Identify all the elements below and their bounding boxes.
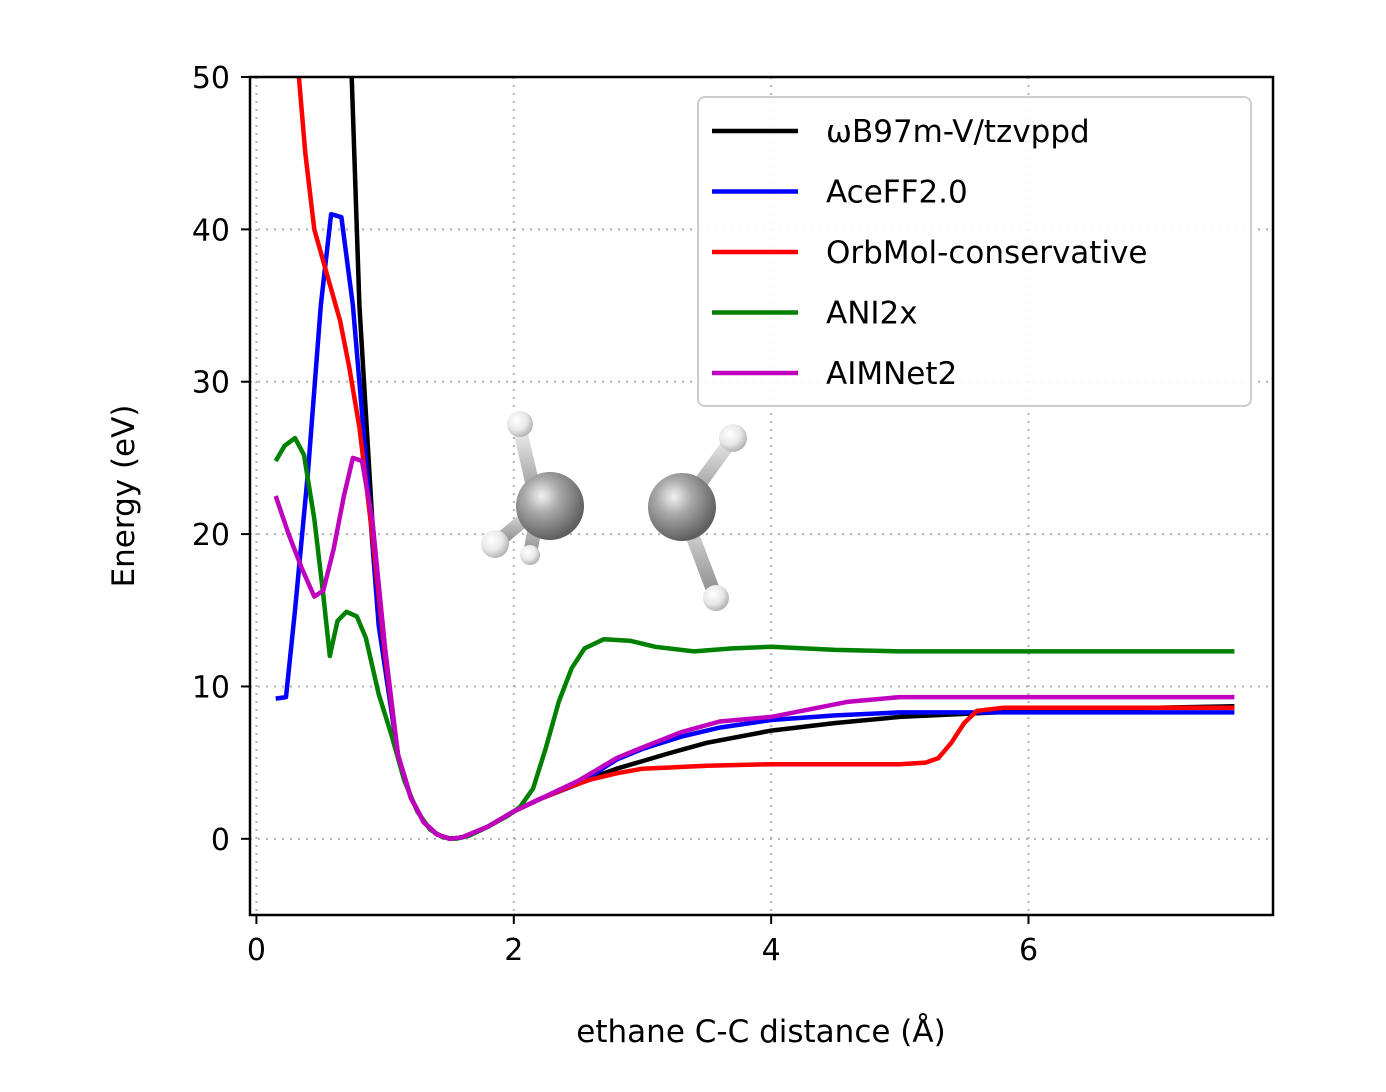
hydrogen-atom: [507, 411, 533, 437]
ethane-molecule-inset: [481, 411, 747, 611]
y-tick-label: 10: [192, 670, 230, 705]
y-axis-label: Energy (eV): [106, 405, 142, 588]
y-tick-label: 0: [211, 823, 230, 858]
axis-ticks: 0 2 4 6 0 10 20 30 40 50: [192, 61, 1038, 968]
y-tick-label: 50: [192, 61, 230, 96]
legend-label: ωB97m-V/tzvppd: [826, 114, 1090, 150]
y-tick-label: 20: [192, 518, 230, 553]
hydrogen-atom: [703, 585, 729, 611]
legend-label: AceFF2.0: [826, 175, 968, 211]
y-tick-label: 40: [192, 213, 230, 248]
x-tick-label: 4: [762, 933, 781, 968]
legend-box: [697, 96, 1252, 407]
plot-frame: [248, 75, 1275, 917]
y-tick-label: 30: [192, 366, 230, 401]
legend-label: AIMNet2: [826, 356, 957, 392]
legend-label: OrbMol-conservative: [826, 235, 1148, 271]
hydrogen-atom: [719, 424, 747, 452]
legend-label: ANI2x: [826, 296, 918, 332]
x-tick-label: 6: [1019, 933, 1038, 968]
x-tick-label: 0: [247, 933, 266, 968]
x-axis-label: ethane C-C distance (Å): [576, 1014, 945, 1050]
hydrogen-atom: [481, 530, 509, 558]
series-line-4: [273, 455, 1235, 842]
carbon-atom: [516, 472, 584, 540]
series-line-3: [273, 435, 1235, 842]
hydrogen-atom: [520, 545, 540, 565]
legend: ωB97m-V/tzvppd AceFF2.0 OrbMol-conservativ…: [697, 96, 1252, 407]
series-lines: [273, 77, 1235, 842]
x-tick-label: 2: [504, 933, 523, 968]
carbon-atom: [648, 473, 716, 541]
